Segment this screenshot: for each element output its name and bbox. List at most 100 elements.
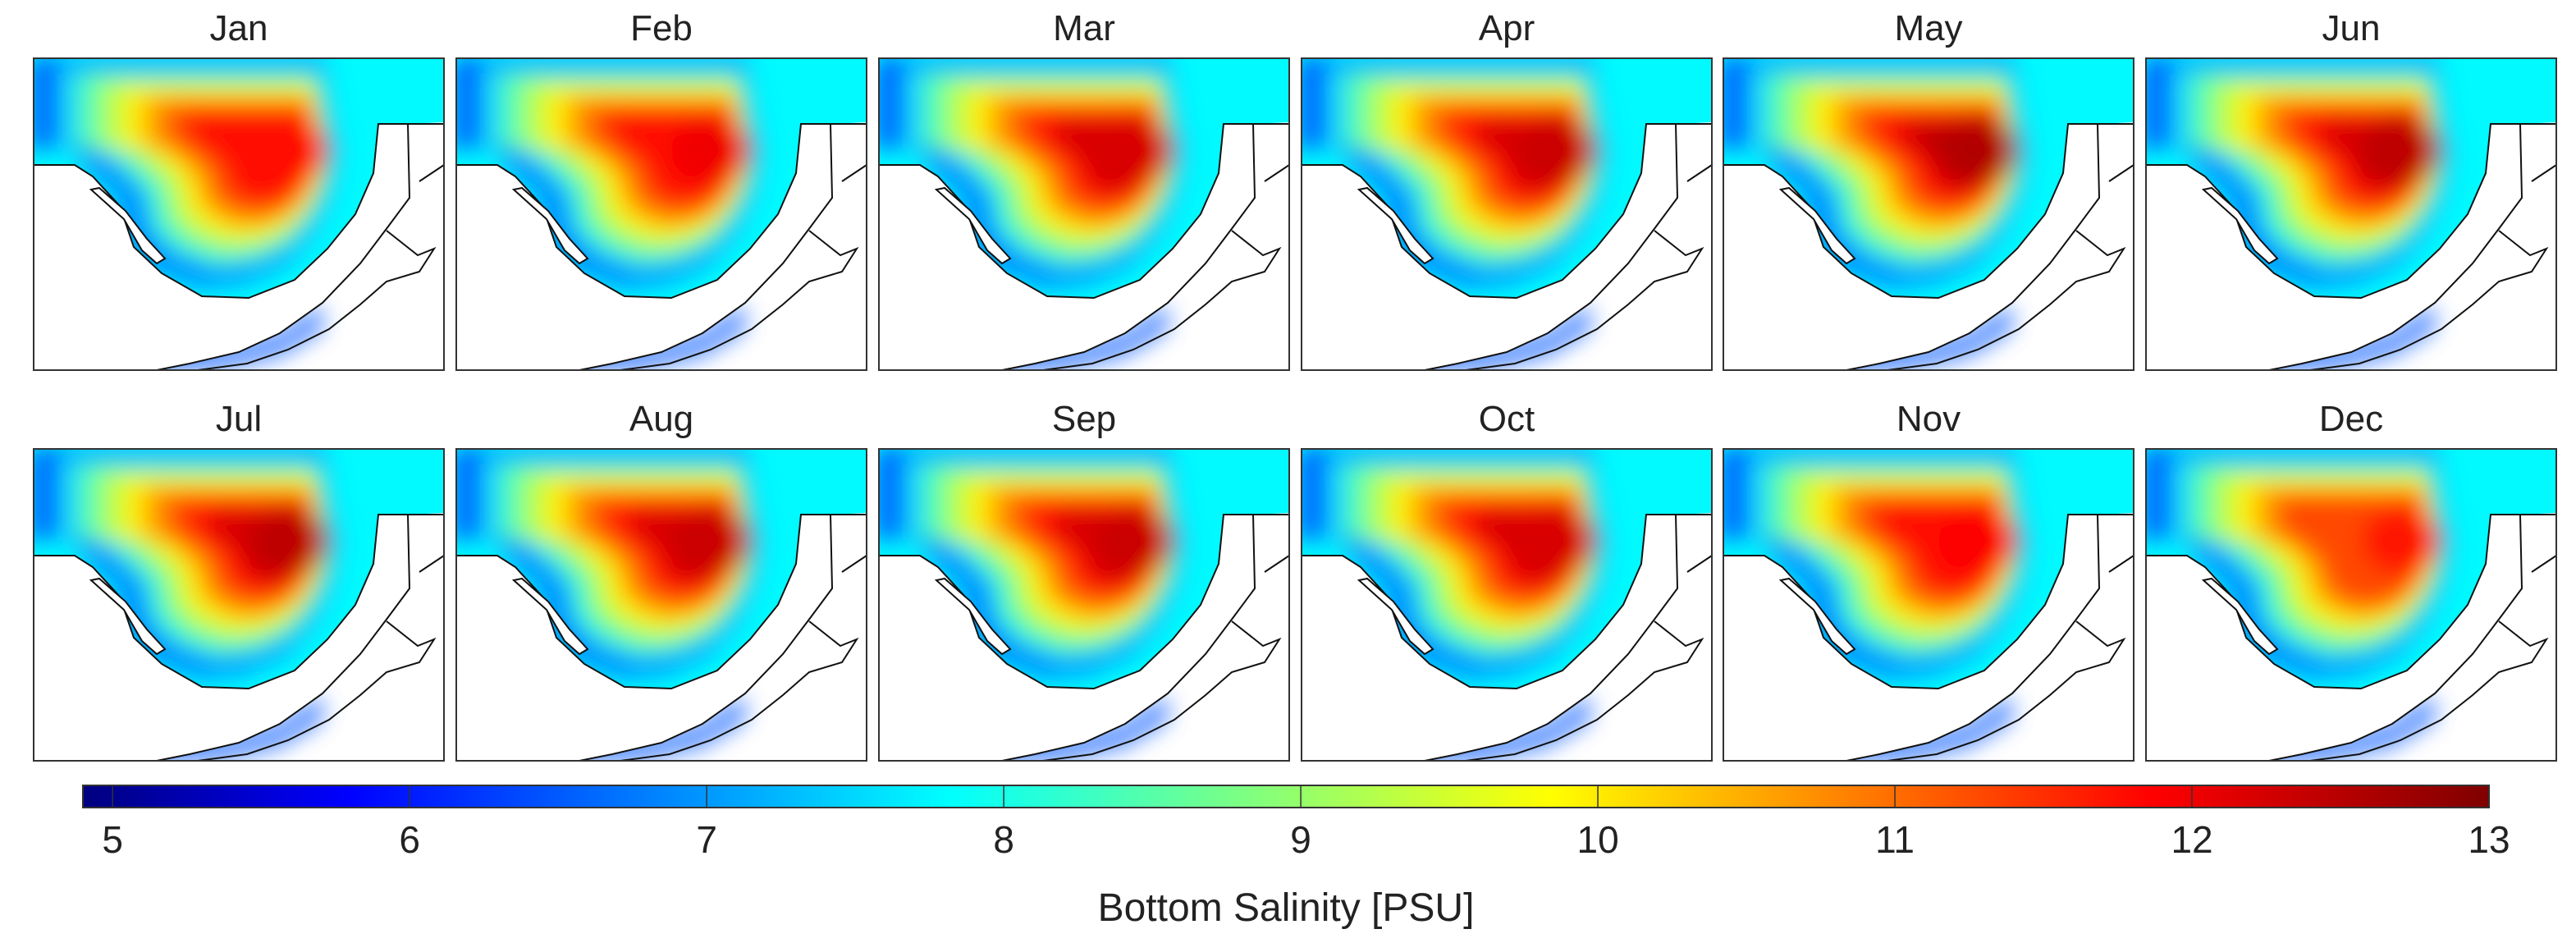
colorbar-tick-label: 9 <box>1290 818 1311 861</box>
panel-field <box>1302 449 1712 761</box>
panel-jul: Jul <box>33 399 445 762</box>
panel-title: Jun <box>2322 8 2381 48</box>
salinity-core <box>2361 506 2440 575</box>
sand-spit <box>2201 577 2279 656</box>
panel-may: May <box>1723 8 2134 371</box>
panel-title: Feb <box>630 8 693 48</box>
salinity-bands <box>34 449 339 675</box>
colorbar-tick-label: 11 <box>1875 818 1915 861</box>
salinity-core <box>1517 506 1595 575</box>
coastline-land <box>2146 514 2523 761</box>
salinity-core <box>1094 506 1173 575</box>
sand-spit <box>1357 186 1434 265</box>
coastline-land <box>1302 123 1679 370</box>
colorbar: 5 6 7 8 9 10 11 12 13 Bottom Salinity [PSU] <box>82 785 2510 930</box>
colorbar-tick-label: 8 <box>993 818 1014 861</box>
panel-aug: Aug <box>455 399 867 762</box>
coastline-land <box>2146 123 2523 370</box>
coastline-land <box>879 514 1256 761</box>
sand-spit <box>934 186 1012 265</box>
panel-frame <box>1723 448 2134 762</box>
salinity-bands <box>879 58 1184 285</box>
salinity-bands <box>1302 58 1607 285</box>
coastline-east <box>830 123 867 182</box>
panel-field <box>456 449 867 761</box>
panel-title: Jan <box>210 8 268 48</box>
panel-field <box>2146 58 2556 370</box>
salinity-bands <box>456 58 762 285</box>
panel-frame <box>2145 448 2557 762</box>
panel-field <box>456 58 867 370</box>
panel-title: Mar <box>1053 8 1115 48</box>
panel-title: Dec <box>2319 399 2383 439</box>
panel-frame <box>2145 57 2557 371</box>
colorbar-tick-label: 6 <box>399 818 420 861</box>
salinity-core <box>249 116 327 185</box>
sand-spit <box>1778 186 1856 265</box>
coastline-east <box>2520 514 2556 573</box>
panel-jan: Jan <box>33 8 445 371</box>
panel-frame <box>1723 57 2134 371</box>
panel-jun: Jun <box>2145 8 2557 371</box>
coastline-east <box>408 123 444 182</box>
panel-frame <box>455 448 867 762</box>
panel-title: Apr <box>1479 8 1535 48</box>
inland-coastline <box>1042 230 1282 370</box>
coastline-east <box>1676 123 1712 182</box>
inland-coastline <box>2309 620 2549 761</box>
panel-title: Sep <box>1052 399 1116 439</box>
panel-frame <box>33 448 445 762</box>
panel-title: May <box>1894 8 1962 48</box>
colorbar-ticks: 5 6 7 8 9 10 11 12 13 <box>102 785 2510 861</box>
sand-spit <box>511 577 589 656</box>
coastline-east <box>830 514 867 573</box>
inland-coastline <box>1042 620 1282 761</box>
panel-frame <box>878 57 1290 371</box>
panel-feb: Feb <box>455 8 867 371</box>
panel-field <box>2146 449 2556 761</box>
sand-spit <box>2201 186 2279 265</box>
coastline-east <box>408 514 444 573</box>
panel-field <box>1723 449 2134 761</box>
sand-spit <box>934 577 1012 656</box>
panel-nov: Nov <box>1723 399 2134 762</box>
panel-oct: Oct <box>1301 399 1713 762</box>
salinity-core <box>1517 116 1595 185</box>
colorbar-tick-label: 10 <box>1576 818 1618 861</box>
coastline-east <box>1253 123 1289 182</box>
panel-title: Oct <box>1479 399 1535 439</box>
colorbar-tick-label: 5 <box>102 818 123 861</box>
salinity-core <box>1938 116 2017 185</box>
salinity-core <box>1938 506 2017 575</box>
panel-frame <box>1301 448 1713 762</box>
sand-spit <box>89 186 167 265</box>
coastline-east <box>1676 514 1712 573</box>
coastline-land <box>456 514 834 761</box>
coastline-land <box>34 514 411 761</box>
coastline-land <box>1723 514 2101 761</box>
colorbar-tick-label: 12 <box>2171 818 2212 861</box>
sand-spit <box>1357 577 1434 656</box>
colorbar-tick-label: 13 <box>2468 818 2510 861</box>
coastline-east <box>2098 123 2134 182</box>
panel-field <box>34 449 444 761</box>
coastline-land <box>1723 123 2101 370</box>
inland-coastline <box>1465 620 1704 761</box>
salinity-bands <box>2146 58 2451 285</box>
salinity-bands <box>34 58 339 285</box>
colorbar-tick-label: 7 <box>696 818 717 861</box>
panel-dec: Dec <box>2145 399 2557 762</box>
panel-mar: Mar <box>878 8 1290 371</box>
panel-frame <box>878 448 1290 762</box>
panel-field <box>879 449 1289 761</box>
coastline-land <box>456 123 834 370</box>
inland-coastline <box>197 230 437 370</box>
panel-sep: Sep <box>878 399 1290 762</box>
inland-coastline <box>2309 230 2549 370</box>
salinity-bands <box>879 449 1184 675</box>
salinity-bands <box>456 449 762 675</box>
salinity-bands <box>1302 449 1607 675</box>
panel-apr: Apr <box>1301 8 1713 371</box>
panel-title: Jul <box>216 399 262 439</box>
